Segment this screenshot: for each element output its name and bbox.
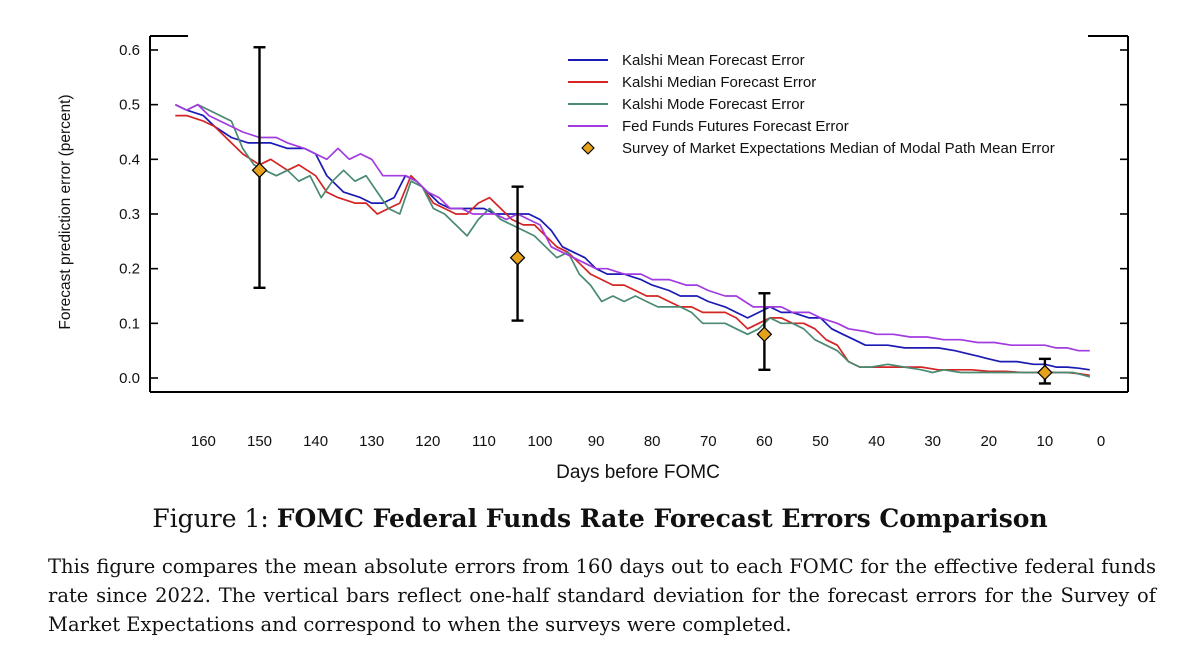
x-tick-label: 150 [247,433,272,450]
legend-label: Fed Funds Futures Forecast Error [622,118,849,135]
legend-label: Kalshi Mean Forecast Error [622,52,805,69]
x-tick-label: 20 [980,433,997,450]
series-line-3 [174,103,1091,378]
x-tick-label: 50 [812,433,829,450]
survey-marker [756,326,773,343]
chart-markers [251,46,1053,385]
x-tick-label: 90 [588,433,605,450]
y-tick-label: 0.3 [119,206,140,223]
figure-label: Figure 1: [152,504,269,533]
x-tick-label: 130 [359,433,384,450]
series-line-4 [174,103,1090,352]
x-tick-label: 60 [756,433,773,450]
series-line-2 [175,114,1090,377]
chart-legend: Kalshi Mean Forecast Error Kalshi Median … [568,52,1055,157]
y-axis-label: Forecast prediction error (percent) [57,94,74,329]
y-tick-label: 0.5 [119,97,140,114]
figure-description: This figure compares the mean absolute e… [48,555,1156,636]
legend-diamond [581,141,595,155]
legend-label: Kalshi Mode Forecast Error [622,96,805,113]
survey-marker [251,162,268,179]
survey-marker [1037,364,1053,381]
figure-caption: Figure 1: FOMC Federal Funds Rate Foreca… [0,504,1200,533]
series-line-1 [174,103,1090,371]
x-axis-label: Days before FOMC [556,462,720,483]
x-tick-label: 70 [700,433,717,450]
x-tick-label: 80 [644,433,661,450]
y-tick-label: 0.1 [119,315,140,332]
chart-axes: 0.0 0.1 0.2 0.3 0.4 0.5 0.6 160 150 140 130 120 110 1… [119,35,1129,450]
legend-label: Survey of Market Expectations Median of … [622,140,1055,157]
figure-title: FOMC Federal Funds Rate Forecast Errors … [276,504,1048,533]
y-tick-label: 0.4 [119,151,140,168]
chart-series [174,103,1091,378]
x-tick-label: 140 [303,433,328,450]
x-tick-label: 110 [472,433,496,450]
y-tick-label: 0.2 [119,261,140,278]
forecast-error-chart: 0.0 0.1 0.2 0.3 0.4 0.5 0.6 160 150 140 130 120 110 1… [57,35,1129,483]
x-tick-label: 40 [868,433,885,450]
x-tick-label: 0 [1097,433,1105,450]
x-tick-label: 30 [924,433,941,450]
y-tick-label: 0.6 [119,42,140,59]
x-tick-label: 120 [415,433,440,450]
y-tick-label: 0.0 [119,370,140,387]
x-tick-label: 160 [191,433,216,450]
x-tick-label: 100 [527,433,552,450]
x-tick-label: 10 [1037,433,1054,450]
survey-marker [509,249,526,266]
legend-label: Kalshi Median Forecast Error [622,74,816,91]
